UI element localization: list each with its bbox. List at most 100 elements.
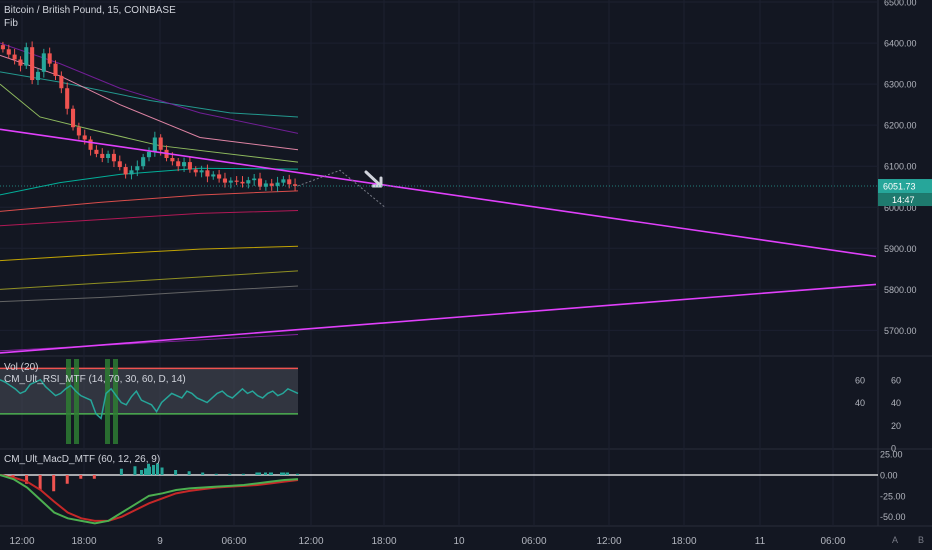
volume-label[interactable]: Vol (20) (4, 362, 39, 373)
macd-histogram-bar (187, 471, 191, 475)
candle-body (88, 139, 93, 150)
price-tick-label: 6400.00 (884, 39, 917, 49)
price-tick-label: 5700.00 (884, 326, 917, 336)
rsi-tick-label: 40 (891, 398, 901, 408)
rsi-tick-label: 60 (891, 375, 901, 385)
candle-body (82, 135, 87, 140)
countdown-value: 14:47 (892, 195, 915, 205)
macd-histogram-bar (282, 472, 286, 475)
ma-curve (0, 333, 299, 352)
rsi-tick-label: 0 (891, 444, 896, 454)
candle-body (193, 169, 198, 173)
candle-body (152, 137, 157, 152)
x-tick-label: 9 (157, 536, 163, 547)
auto-scale-button[interactable]: A (891, 535, 898, 545)
rsi-tick-label-left: 60 (855, 375, 865, 385)
macd-histogram-bar (270, 472, 273, 475)
x-tick-label: 06:00 (521, 536, 546, 547)
price-tick-label: 6300.00 (884, 80, 917, 90)
price-tick-label: 6500.00 (884, 0, 917, 8)
candle-body (111, 153, 116, 162)
candle-body (257, 178, 263, 187)
macd-histogram-bar (286, 472, 289, 475)
candle-body (217, 174, 222, 179)
candle-body (59, 75, 64, 89)
fib-indicator-label[interactable]: Fib (4, 18, 18, 29)
ma-curve (0, 285, 299, 303)
macd-histogram-bar (92, 475, 96, 479)
rsi-oversold-highlight (74, 359, 79, 444)
macd-histogram-bar (52, 475, 56, 492)
macd-histogram-bar (258, 472, 261, 475)
rsi-line (0, 378, 299, 420)
macd-line (0, 474, 299, 525)
countdown-tag (878, 193, 932, 207)
last-price-value: 6051.73 (883, 182, 916, 192)
price-tick-label: 5900.00 (884, 244, 917, 254)
price-tick-label: 6100.00 (884, 162, 917, 172)
rsi-tick-label-left: 40 (855, 398, 865, 408)
candle-body (182, 162, 187, 167)
symbol-title: Bitcoin / British Pound, 15, COINBASE (4, 5, 176, 16)
log-scale-button[interactable]: B (917, 535, 924, 545)
candle-body (275, 182, 280, 186)
macd-histogram-bar (214, 473, 218, 475)
x-tick-label: 06:00 (820, 536, 845, 547)
rsi-label[interactable]: CM_Ult_RSI_MTF (14, 70, 30, 60, D, 14) (4, 374, 186, 385)
candle-body (6, 49, 11, 55)
macd-histogram-bar (264, 472, 267, 475)
candles (0, 41, 298, 192)
macd-label[interactable]: CM_Ult_MacD_MTF (60, 12, 26, 9) (4, 454, 161, 465)
ma-curve (0, 54, 299, 151)
ma-curve (0, 83, 299, 163)
macd-histogram-bar (79, 475, 83, 479)
x-tick-label: 10 (453, 536, 465, 547)
macd-histogram-bar (65, 475, 69, 484)
ma-curve (0, 42, 299, 134)
x-tick-label: 18:00 (671, 536, 696, 547)
ma-curve (0, 270, 299, 290)
candle-body (30, 47, 35, 81)
price-tick-label: 5800.00 (884, 285, 917, 295)
x-tick-label: 12:00 (596, 536, 621, 547)
macd-histogram-bar (144, 468, 147, 475)
candle-body (35, 71, 41, 81)
macd-histogram-bar (280, 472, 283, 475)
price-tick-label: 6000.00 (884, 203, 917, 213)
rsi-oversold-highlight (105, 359, 110, 444)
x-tick-label: 18:00 (71, 536, 96, 547)
ma-curve (0, 210, 299, 227)
rsi-oversold-highlight (66, 359, 71, 444)
rsi-tick-label: 20 (891, 421, 901, 431)
candle-body (240, 181, 245, 184)
candle-body (222, 178, 228, 183)
candle-body (293, 184, 298, 186)
candle-body (211, 174, 216, 177)
candle-body (12, 54, 17, 60)
candle-body (135, 166, 140, 171)
macd-histogram-bar (38, 475, 42, 490)
candle-body (281, 179, 286, 183)
candle-body (70, 108, 76, 128)
candle-body (187, 162, 192, 170)
x-tick-label: 06:00 (221, 536, 246, 547)
macd-histogram-bar (148, 466, 151, 475)
down-arrow-icon (364, 170, 383, 188)
macd-tick-label: -25.00 (880, 491, 906, 501)
candle-body (0, 45, 5, 50)
macd-histogram-bar (174, 470, 178, 475)
candle-body (129, 170, 134, 175)
ma-curve (0, 167, 299, 196)
macd-signal-line (0, 474, 299, 522)
macd-histogram-bar (296, 473, 299, 475)
candle-body (117, 161, 122, 168)
candle-body (94, 149, 99, 154)
macd-histogram-bar (201, 472, 205, 475)
x-tick-label: 11 (755, 536, 766, 547)
candle-body (53, 63, 58, 76)
price-tick-label: 6200.00 (884, 121, 917, 131)
macd-histogram-bar (228, 473, 232, 475)
last-price-tag (878, 179, 932, 194)
